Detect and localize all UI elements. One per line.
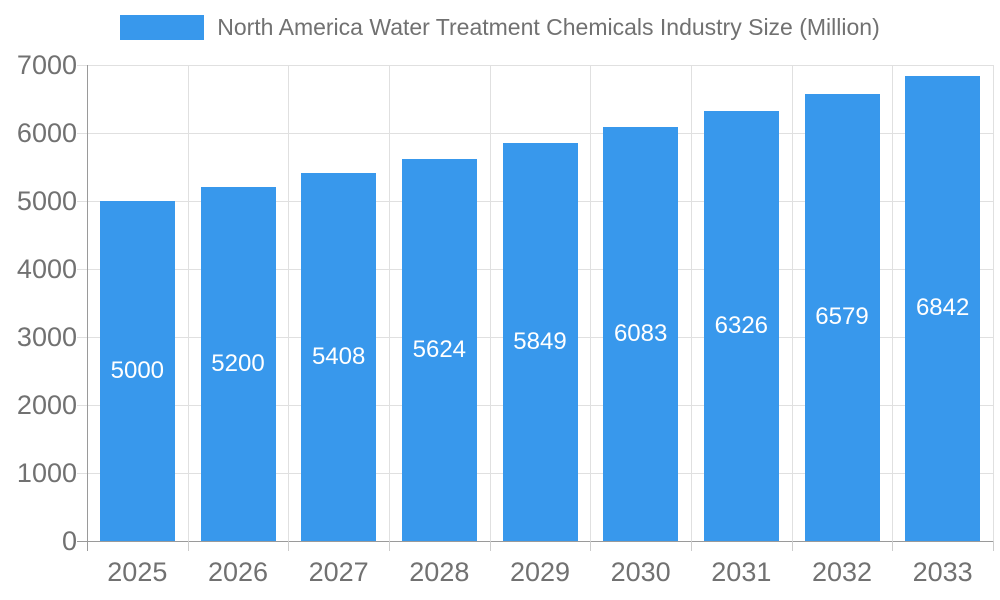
bar-2026[interactable]	[200, 187, 276, 541]
bar-value-label: 5408	[311, 343, 366, 371]
bar-value-label: 6083	[613, 320, 668, 348]
x-axis-tick-label: 2028	[409, 557, 470, 587]
x-axis-tick-label: 2031	[711, 557, 772, 587]
bar-value-label: 5624	[412, 335, 467, 363]
y-axis-tick-label: 4000	[16, 254, 77, 284]
category-gridline	[489, 65, 491, 541]
x-axis-tick-label: 2032	[811, 557, 873, 587]
category-gridline	[590, 65, 592, 541]
bar-2027[interactable]	[301, 173, 377, 541]
category-gridline	[892, 65, 894, 541]
x-axis-tick-label: 2025	[107, 557, 168, 587]
category-gridline	[791, 65, 793, 541]
category-gridline	[288, 65, 290, 541]
y-gridline	[77, 65, 993, 66]
bar-value-label: 5849	[513, 328, 567, 356]
bar-2033[interactable]	[905, 75, 981, 541]
y-axis-tick-label: 3000	[16, 322, 77, 352]
y-axis-tick-label: 6000	[16, 118, 77, 148]
y-axis-tick-label: 5000	[16, 186, 77, 216]
x-axis-tick	[288, 541, 290, 551]
x-axis-tick	[892, 541, 894, 551]
chart-legend[interactable]: North America Water Treatment Chemicals …	[0, 14, 1000, 41]
x-axis-tick	[590, 541, 592, 551]
x-axis-tick	[993, 541, 994, 551]
x-axis-tick-label: 2029	[509, 557, 571, 587]
y-axis-tick-label: 7000	[16, 50, 77, 80]
bar-2031[interactable]	[703, 110, 779, 541]
y-axis-tick-label: 2000	[16, 390, 77, 420]
x-axis-tick	[87, 541, 88, 551]
y-axis-tick-label: 1000	[16, 458, 77, 488]
x-axis-tick-label: 2033	[912, 557, 973, 587]
x-axis-tick-label: 2027	[308, 557, 369, 587]
bar-value-label: 6842	[915, 294, 970, 322]
category-gridline	[389, 65, 390, 541]
category-gridline	[187, 65, 189, 541]
bar-2032[interactable]	[804, 93, 880, 541]
bar-2025[interactable]	[99, 201, 175, 541]
category-gridline	[691, 65, 692, 541]
x-axis-tick	[691, 541, 692, 551]
y-axis-line	[87, 65, 88, 541]
bar-2029[interactable]	[502, 143, 578, 541]
x-axis-tick	[389, 541, 390, 551]
legend-label: North America Water Treatment Chemicals …	[217, 14, 880, 40]
x-axis-tick	[187, 541, 189, 551]
y-axis-tick-label: 0	[61, 526, 77, 556]
x-axis-baseline	[77, 541, 993, 542]
x-axis-tick-label: 2030	[610, 557, 671, 587]
x-axis-tick	[791, 541, 793, 551]
y-gridline	[77, 133, 993, 134]
legend-swatch	[120, 15, 205, 40]
bar-value-label: 5000	[110, 357, 165, 384]
x-axis-tick-label: 2026	[207, 557, 269, 587]
bar-2028[interactable]	[401, 158, 477, 541]
bar-value-label: 6579	[815, 303, 869, 331]
x-axis-tick	[489, 541, 491, 551]
bar-2030[interactable]	[603, 127, 679, 541]
category-gridline	[993, 65, 994, 541]
bar-value-label: 5200	[211, 350, 265, 378]
bar-value-label: 6326	[714, 311, 769, 339]
